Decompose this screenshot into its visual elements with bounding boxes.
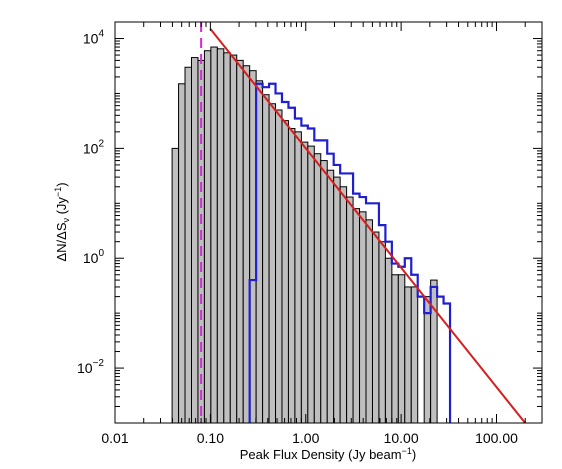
grey-histogram-bar: [300, 141, 309, 423]
grey-histogram-bar: [287, 128, 296, 423]
y-tick-label: 10−2: [77, 358, 104, 376]
grey-histogram: [171, 46, 438, 423]
grey-histogram-bar: [262, 94, 270, 423]
grey-histogram-bar: [423, 296, 432, 423]
plot-area: [171, 22, 526, 423]
grey-histogram-bar: [210, 46, 218, 423]
grey-histogram-bar: [346, 196, 354, 423]
grey-histogram-bar: [294, 131, 302, 423]
grey-histogram-bar: [352, 208, 361, 423]
y-tick-label: 104: [83, 29, 105, 47]
grey-histogram-bar: [404, 286, 412, 423]
grey-histogram-bar: [339, 186, 348, 423]
grey-histogram-bar: [203, 50, 212, 423]
power-law-fit-line: [209, 28, 526, 423]
grey-histogram-bar: [391, 274, 399, 423]
y-tick-label: 102: [83, 138, 105, 156]
grey-histogram-bar: [430, 279, 438, 423]
axis-ticks: [114, 21, 543, 424]
grey-histogram-bar: [197, 59, 205, 423]
grey-histogram-bar: [178, 83, 186, 423]
grey-histogram-bar: [326, 169, 335, 423]
blue-histogram-outline: [248, 82, 452, 423]
x-tick-label: 100.00: [475, 430, 518, 446]
grey-histogram-bar: [410, 286, 419, 423]
axis-tick-labels: 0.01 0.10 1.00 10.00 100.00 10−2 100 102 104: [77, 29, 518, 446]
plot-frame: [114, 21, 543, 424]
x-tick-label: 1.00: [292, 430, 319, 446]
grey-histogram-bar: [268, 103, 277, 423]
x-axis-title: Peak Flux Density (Jy beam−1): [240, 446, 416, 462]
x-tick-label: 10.00: [384, 430, 419, 446]
grey-histogram-bar: [281, 120, 289, 423]
grey-histogram-bar: [307, 145, 315, 423]
y-axis-title: ΔN/ΔSν (Jy−1): [53, 182, 71, 261]
grey-histogram-bar: [229, 54, 238, 423]
grey-histogram-bar: [236, 59, 244, 423]
grey-histogram-bar: [190, 57, 199, 423]
grey-histogram-bar: [320, 160, 328, 423]
grey-histogram-bar: [384, 257, 393, 423]
grey-histogram-bar: [216, 48, 225, 423]
grey-histogram-bar: [333, 176, 341, 423]
grey-histogram-bar: [275, 109, 283, 423]
grey-histogram-bar: [313, 153, 322, 423]
grey-histogram-bar: [365, 219, 373, 423]
x-tick-label: 0.10: [197, 430, 224, 446]
grey-histogram-bar: [378, 241, 386, 423]
x-tick-label: 0.01: [101, 430, 128, 446]
grey-histogram-bar: [359, 211, 367, 423]
y-tick-label: 100: [83, 248, 105, 266]
grey-histogram-bar: [223, 52, 231, 423]
grey-histogram-bar: [371, 231, 380, 423]
grey-histogram-bar: [184, 66, 192, 423]
grey-histogram-bar: [171, 147, 180, 423]
grey-histogram-bar: [397, 274, 406, 423]
